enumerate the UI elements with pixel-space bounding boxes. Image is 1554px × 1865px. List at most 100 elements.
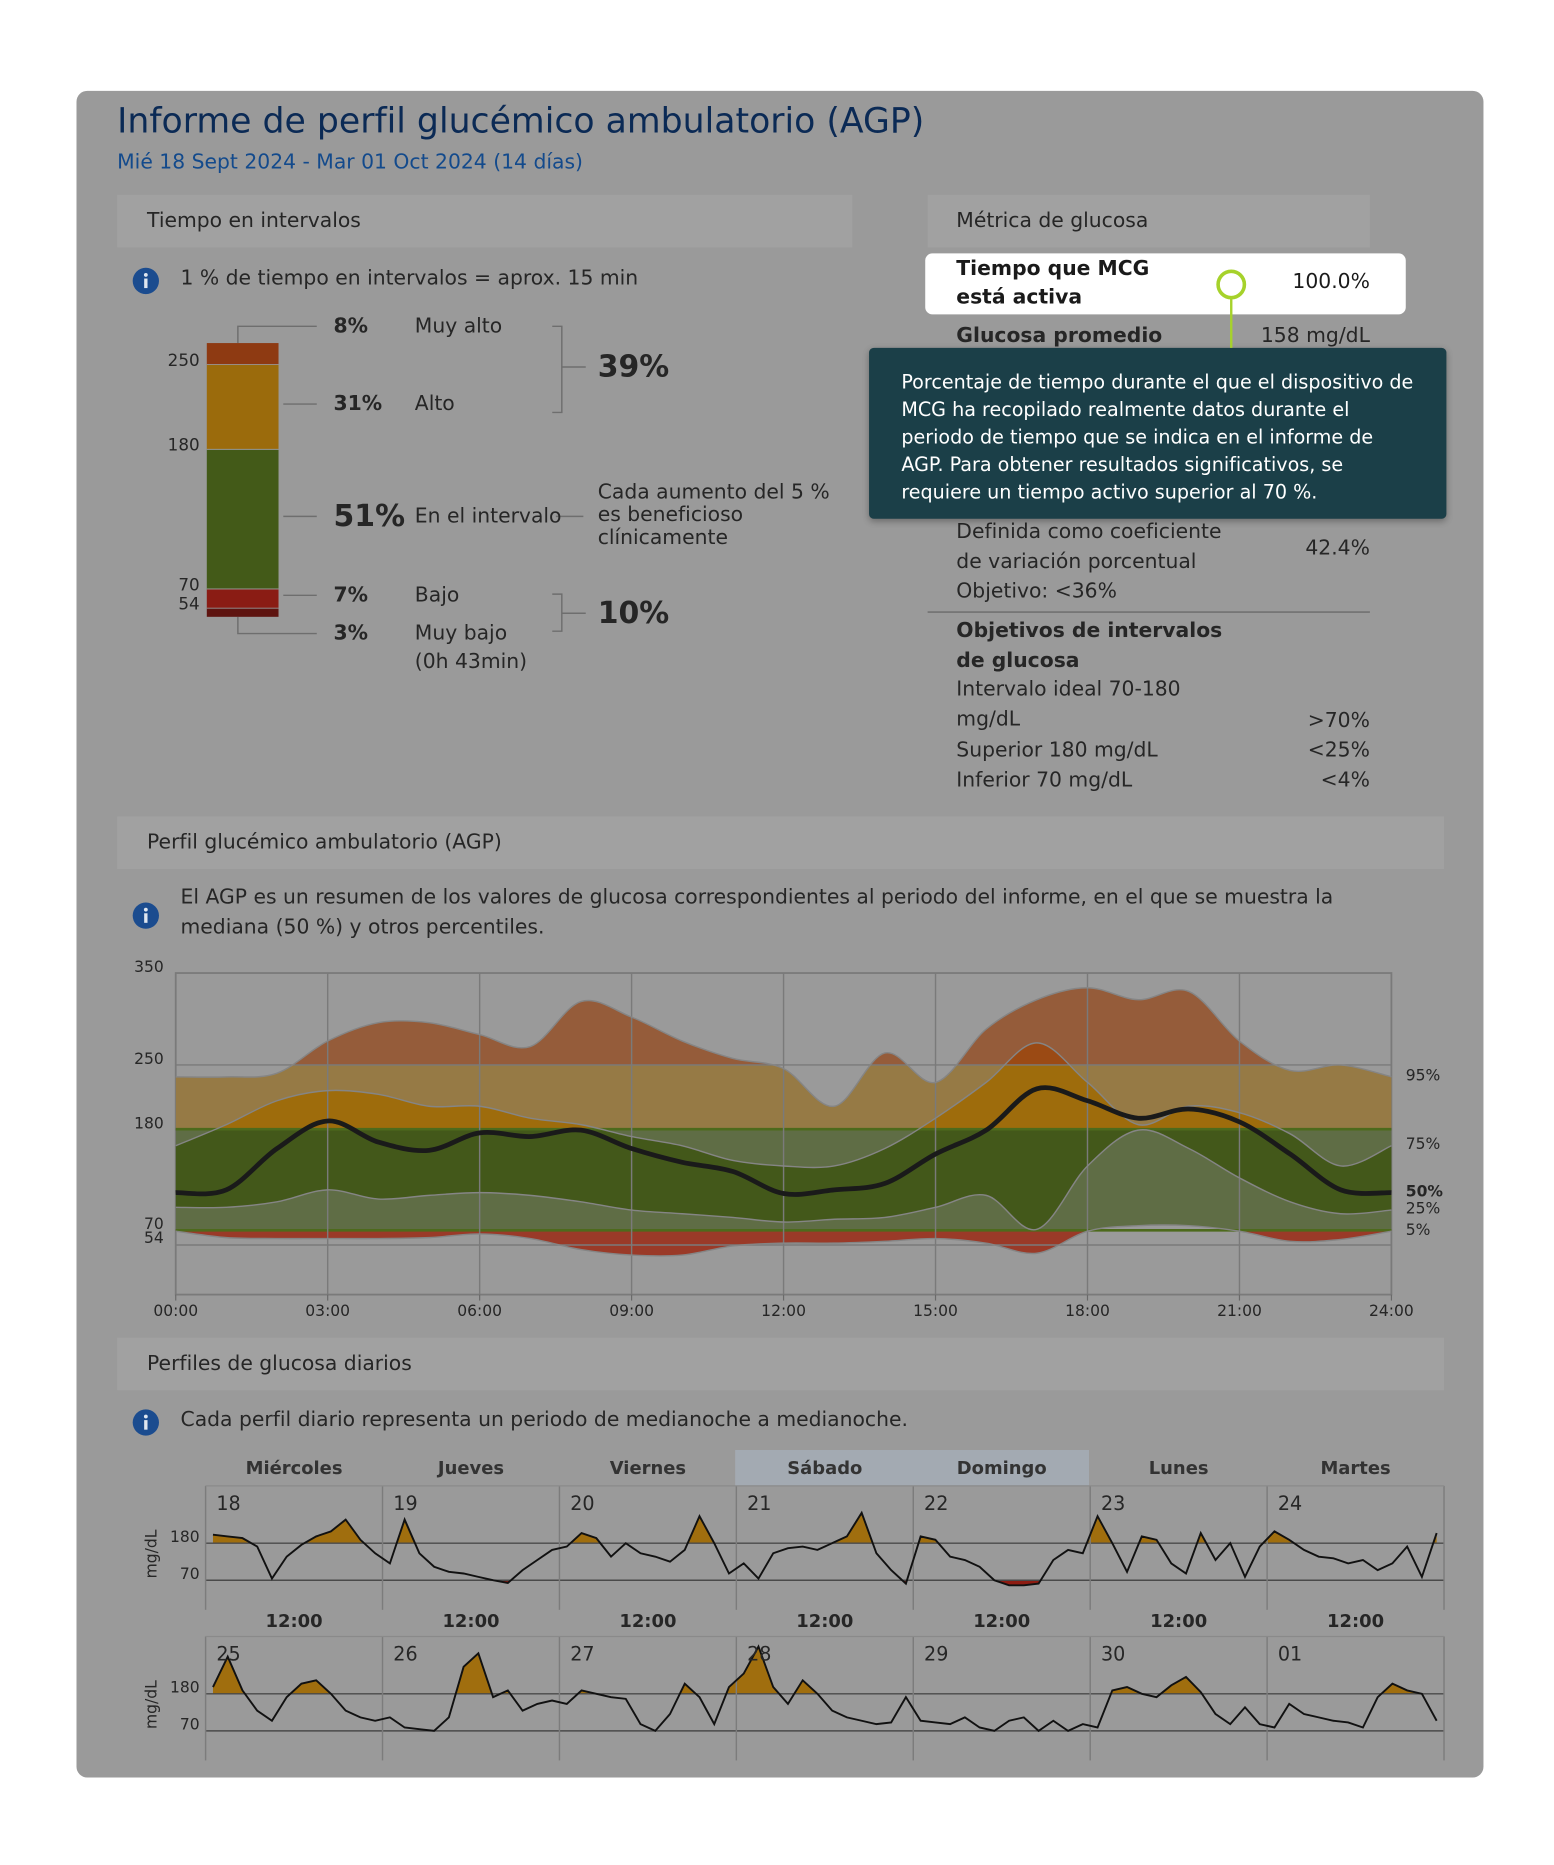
day-number: 20 [570, 1491, 595, 1515]
x-tick-label: 15:00 [913, 1302, 958, 1321]
glucose-trace [212, 1644, 1438, 1733]
metric-value: 42.4% [1305, 536, 1370, 561]
metric-label: Glucosa promedio [956, 323, 1163, 348]
info-text: El AGP es un resumen de los valores de g… [180, 885, 1334, 940]
day-number: 29 [924, 1642, 949, 1666]
range-bar-segment [206, 449, 279, 590]
threshold-label: 180 [167, 436, 200, 456]
range-percent: 7% [333, 583, 369, 608]
weekend-highlight [735, 1449, 1089, 1486]
day-number: 01 [1277, 1642, 1303, 1666]
x-tick-label: 12:00 [619, 1610, 677, 1632]
x-tick-label: 12:00 [973, 1610, 1031, 1632]
x-tick-label: 03:00 [305, 1302, 351, 1321]
percentile-line [175, 1085, 1392, 1197]
day-number: 26 [393, 1642, 418, 1666]
weekday-label: Viernes [609, 1457, 687, 1479]
percentile-line [175, 1129, 1392, 1231]
x-tick-label: 09:00 [609, 1302, 655, 1321]
range-bar-segment [206, 589, 279, 609]
range-label: Bajo [414, 583, 460, 608]
info-icon-glyph [143, 273, 148, 1430]
high-area [212, 1512, 1437, 1544]
day-number: 27 [570, 1642, 595, 1666]
x-tick-label: 12:00 [265, 1610, 323, 1632]
target-label: Inferior 70 mg/dL [956, 768, 1133, 793]
section-title: Tiempo en intervalos [147, 209, 361, 234]
legend-label: 5% [1405, 1221, 1431, 1240]
day-number: 28 [747, 1642, 772, 1666]
range-percent: 51% [333, 498, 406, 534]
range-percent: 31% [333, 392, 383, 416]
info-text: 1 % de tiempo en intervalos = aprox. 15 … [180, 266, 639, 291]
x-tick-label: 21:00 [1217, 1302, 1262, 1321]
range-note: Cada aumento del 5 % es beneficioso clín… [597, 479, 830, 550]
target-value: >70% [1307, 708, 1370, 733]
legend-label: 75% [1405, 1136, 1441, 1155]
section-header [927, 194, 1370, 248]
x-tick-label: 18:00 [1065, 1302, 1110, 1321]
day-number: 22 [924, 1491, 949, 1515]
target-value: <4% [1320, 768, 1370, 793]
target-value: <25% [1307, 738, 1370, 763]
range-percent: 3% [333, 621, 369, 646]
y-tick-label: 70 [179, 1565, 200, 1584]
y-axis-label: mg/dL [143, 1680, 162, 1730]
info-text: Cada perfil diario representa un periodo… [180, 1408, 908, 1433]
range-label: Muy alto [414, 314, 503, 339]
leader-lines [237, 325, 586, 635]
weekday-label: Lunes [1148, 1457, 1209, 1479]
y-tick-label: 70 [143, 1215, 164, 1234]
glucose-trace [212, 1510, 1438, 1587]
threshold-label: 70 [178, 576, 200, 596]
y-tick-label: 250 [134, 1050, 164, 1069]
metric-label: Tiempo que MCG está activa [956, 257, 1150, 310]
day-number: 18 [216, 1491, 241, 1515]
weekday-label: Martes [1320, 1457, 1391, 1479]
day-number: 19 [393, 1491, 418, 1515]
y-tick-label: 54 [143, 1230, 164, 1249]
y-tick-label: 70 [179, 1716, 200, 1735]
section-title: Perfil glucémico ambulatorio (AGP) [147, 830, 502, 855]
range-label: Muy bajo [414, 621, 508, 646]
weekday-label: Jueves [437, 1457, 505, 1479]
section-header [117, 816, 1445, 870]
weekday-label: Sábado [787, 1457, 863, 1479]
group-percent: 10% [597, 595, 670, 630]
metric-description: Definida como coeficiente de variación p… [956, 519, 1222, 574]
range-bar-segment [206, 343, 279, 365]
highlighted-metric-row[interactable] [925, 253, 1406, 315]
x-tick-label: 24:00 [1369, 1302, 1414, 1321]
y-tick-label: 180 [134, 1114, 164, 1133]
percentile-line [175, 1042, 1392, 1169]
x-tick-label: 12:00 [761, 1302, 806, 1321]
section-header [117, 1337, 1445, 1391]
day-number: 24 [1277, 1491, 1303, 1515]
section-header [117, 194, 853, 248]
weekday-label: Miércoles [245, 1457, 343, 1479]
x-tick-label: 12:00 [442, 1610, 500, 1632]
x-tick-label: 12:00 [1327, 1610, 1385, 1632]
x-tick-label: 12:00 [1150, 1610, 1208, 1632]
range-duration: (0h 43min) [414, 650, 528, 675]
range-bar-segment [206, 364, 279, 450]
date-range: Mié 18 Sept 2024 - Mar 01 Oct 2024 (14 d… [117, 150, 583, 175]
y-tick-label: 350 [134, 958, 164, 977]
metric-target: Objetivo: <36% [956, 579, 1117, 604]
range-label: Alto [414, 392, 455, 416]
day-number: 23 [1100, 1491, 1126, 1515]
metric-value: 100.0% [1292, 270, 1370, 295]
y-tick-label: 180 [169, 1679, 200, 1698]
weekday-label: Domingo [956, 1457, 1047, 1479]
section-title: Perfiles de glucosa diarios [147, 1351, 412, 1376]
x-tick-label: 12:00 [796, 1610, 854, 1632]
group-percent: 39% [597, 349, 670, 384]
legend-label: 25% [1405, 1200, 1441, 1219]
metric-heading: Objetivos de intervalos de glucosa [956, 619, 1223, 673]
percentile-band [292, 987, 1341, 1065]
legend-label: 50% [1405, 1183, 1443, 1201]
range-bar-segment [206, 608, 279, 617]
range-percent: 8% [333, 314, 369, 339]
percentile-band [1004, 1042, 1070, 1065]
